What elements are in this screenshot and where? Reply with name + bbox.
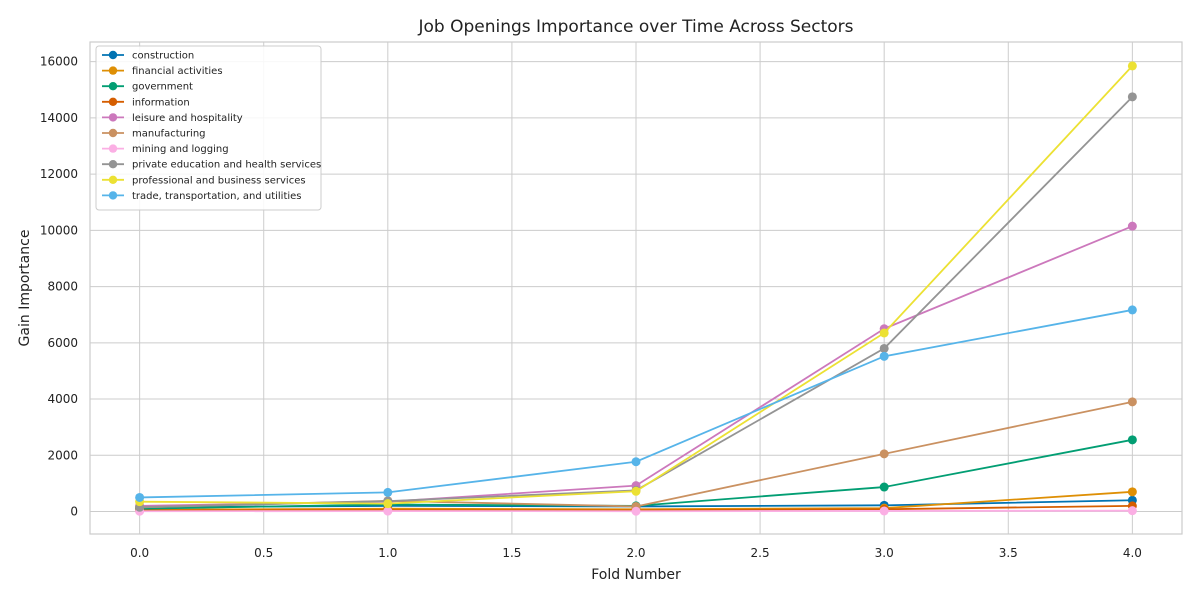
x-tick-label: 2.5 — [751, 546, 770, 560]
x-tick-label: 4.0 — [1123, 546, 1142, 560]
y-tick-label: 6000 — [47, 336, 78, 350]
data-point — [383, 499, 393, 509]
legend-item: leisure and hospitality — [102, 113, 243, 124]
data-point — [631, 506, 641, 516]
y-tick-label: 0 — [70, 505, 78, 519]
x-tick-label: 1.0 — [378, 546, 397, 560]
x-tick-label: 0.5 — [254, 546, 273, 560]
x-tick-labels: 0.0 0.5 1.0 1.5 2.0 2.5 3.0 3.5 4.0 — [130, 546, 1142, 560]
data-point — [879, 351, 889, 361]
x-axis-label: Fold Number — [591, 567, 681, 583]
y-tick-label: 10000 — [40, 223, 78, 237]
plot-frame — [89, 41, 1183, 535]
data-point — [1127, 435, 1137, 445]
legend-item: trade, transportation, and utilities — [102, 191, 302, 202]
y-tick-label: 14000 — [40, 111, 78, 125]
x-tick-label: 3.0 — [875, 546, 894, 560]
data-point — [879, 506, 889, 516]
legend-label: government — [132, 82, 193, 93]
data-point — [631, 457, 641, 467]
data-point — [879, 328, 889, 338]
y-tick-label: 16000 — [40, 55, 78, 69]
legend-marker — [108, 160, 118, 169]
legend-label: financial activities — [132, 66, 223, 77]
y-tick-label: 8000 — [47, 280, 78, 294]
legend-marker — [108, 97, 118, 107]
legend-item: professional and business services — [102, 175, 306, 186]
legend-label: private education and health services — [132, 160, 321, 171]
y-tick-label: 12000 — [40, 167, 78, 181]
data-point — [879, 449, 889, 459]
data-point — [631, 486, 641, 496]
legend-label: construction — [132, 51, 194, 62]
chart-title: Job Openings Importance over Time Across… — [417, 17, 853, 37]
data-point — [383, 506, 393, 516]
data-point — [383, 487, 393, 497]
y-axis-label: Gain Importance — [17, 230, 33, 347]
data-point — [879, 482, 889, 492]
legend-marker — [108, 113, 118, 122]
legend-item: government — [102, 82, 193, 93]
data-point — [1127, 92, 1137, 102]
x-tick-label: 2.0 — [626, 546, 645, 560]
legend-item: mining and logging — [102, 144, 229, 155]
y-tick-labels: 0 2000 4000 6000 8000 10000 12000 14000 16000 — [40, 55, 78, 519]
data-point — [879, 343, 889, 353]
legend-item: private education and health services — [102, 160, 321, 171]
legend-label: information — [132, 97, 190, 108]
legend-item: financial activities — [102, 66, 223, 77]
legend-marker — [108, 191, 118, 200]
y-tick-label: 4000 — [47, 392, 78, 406]
data-point — [1127, 506, 1137, 516]
data-point — [1127, 487, 1137, 497]
legend-marker — [108, 82, 118, 91]
x-tick-label: 0.0 — [130, 546, 149, 560]
legend-label: manufacturing — [132, 129, 206, 140]
data-point — [1127, 397, 1137, 407]
legend-item: manufacturing — [102, 129, 206, 140]
grid-lines — [90, 42, 1182, 534]
series-trade-transportation-and-utilities — [135, 305, 1137, 502]
legend-label: trade, transportation, and utilities — [132, 191, 302, 202]
legend-marker — [108, 175, 118, 184]
legend: construction financial activities governme… — [95, 45, 322, 211]
x-tick-label: 1.5 — [502, 546, 521, 560]
legend-item: construction — [102, 51, 194, 62]
legend-label: professional and business services — [132, 175, 306, 186]
data-point — [1127, 61, 1137, 71]
legend-marker — [108, 50, 118, 60]
data-point — [135, 492, 145, 502]
legend-marker — [108, 144, 118, 153]
legend-label: leisure and hospitality — [132, 113, 243, 124]
y-tick-label: 2000 — [47, 448, 78, 462]
data-point — [1127, 305, 1137, 315]
legend-label: mining and logging — [132, 144, 229, 155]
x-tick-label: 3.5 — [999, 546, 1018, 560]
legend-marker — [108, 128, 118, 138]
legend-marker — [108, 66, 118, 75]
data-point — [1127, 221, 1137, 231]
legend-item: information — [102, 97, 190, 108]
series-lines — [135, 61, 1137, 516]
legend-box — [95, 45, 322, 211]
